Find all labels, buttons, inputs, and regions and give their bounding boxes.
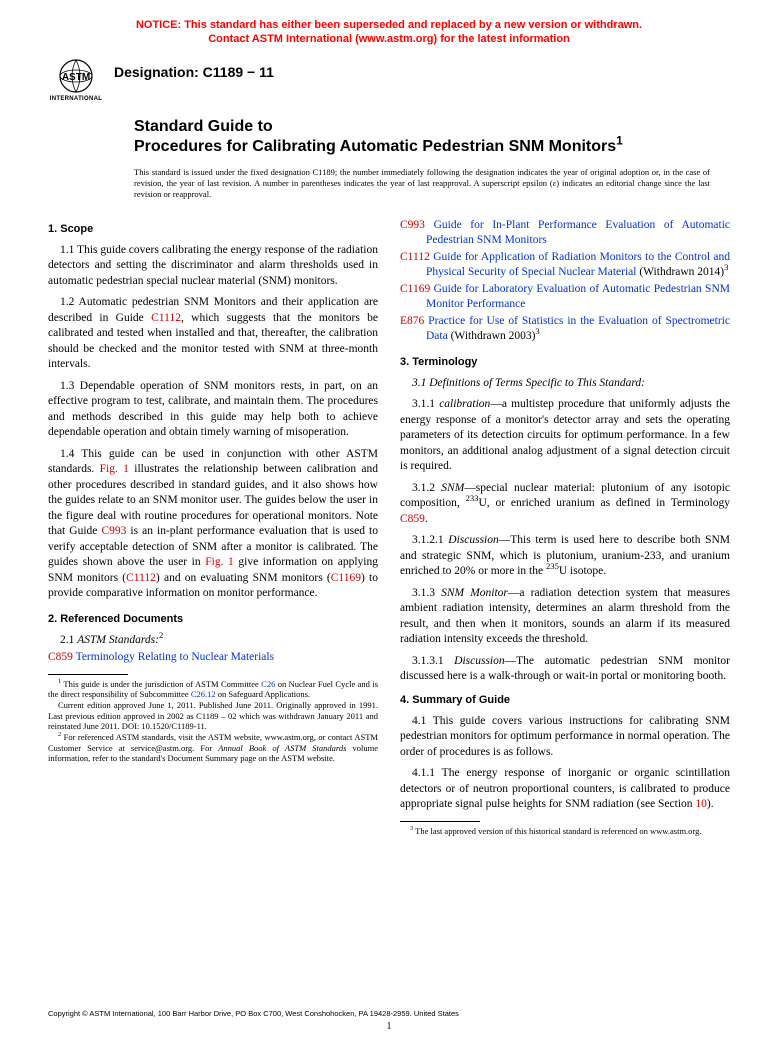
designation: Designation: C1189 − 11 xyxy=(114,57,274,82)
ref-code-c859[interactable]: C859 xyxy=(48,651,73,663)
para-3-1: 3.1 Definitions of Terms Specific to Thi… xyxy=(400,376,730,392)
ref-code-c1112[interactable]: C1112 xyxy=(400,251,430,263)
ref-c993: C993 Guide for In-Plant Performance Eval… xyxy=(400,218,730,249)
para-2-1: 2.1 ASTM Standards:2 xyxy=(48,633,378,649)
ref-code-c1169[interactable]: C1169 xyxy=(400,283,430,295)
footnote-1-cont: Current edition approved June 1, 2011. P… xyxy=(48,700,378,732)
link-c1169[interactable]: C1169 xyxy=(331,572,361,584)
ref-title-c1169[interactable]: Guide for Laboratory Evaluation of Autom… xyxy=(426,283,730,311)
page-number: 1 xyxy=(0,1020,778,1034)
left-column: 1. Scope 1.1 This guide covers calibrati… xyxy=(48,218,378,837)
para-3-1-1: 3.1.1 calibration—a multistep procedure … xyxy=(400,397,730,475)
footnote-1: 1 This guide is under the jurisdiction o… xyxy=(48,679,378,700)
supersede-notice: NOTICE: This standard has either been su… xyxy=(48,18,730,47)
ref-c859: C859 Terminology Relating to Nuclear Mat… xyxy=(48,650,378,666)
body-columns: 1. Scope 1.1 This guide covers calibrati… xyxy=(48,218,730,837)
link-fig1-b[interactable]: Fig. 1 xyxy=(205,556,234,568)
ref-title-c993[interactable]: Guide for In-Plant Performance Evaluatio… xyxy=(426,219,730,247)
ref-title-c859[interactable]: Terminology Relating to Nuclear Material… xyxy=(76,651,274,663)
link-c1112[interactable]: C1112 xyxy=(151,312,181,324)
header-row: ASTM INTERNATIONAL Designation: C1189 − … xyxy=(48,57,730,105)
para-3-1-2-1: 3.1.2.1 Discussion—This term is used her… xyxy=(400,533,730,580)
ref-code-c993[interactable]: C993 xyxy=(400,219,425,231)
para-1-4: 1.4 This guide can be used in conjunctio… xyxy=(48,447,378,602)
footnote-3: 3 The last approved version of this hist… xyxy=(400,826,730,837)
para-1-1: 1.1 This guide covers calibrating the en… xyxy=(48,243,378,290)
ref-c1169: C1169 Guide for Laboratory Evaluation of… xyxy=(400,282,730,313)
notice-line-1: NOTICE: This standard has either been su… xyxy=(136,19,642,31)
link-c26[interactable]: C26 xyxy=(261,679,275,689)
footnote-rule-left xyxy=(48,674,128,675)
notice-line-2: Contact ASTM International (www.astm.org… xyxy=(208,33,570,45)
right-column: C993 Guide for In-Plant Performance Eval… xyxy=(400,218,730,837)
link-c859-b[interactable]: C859 xyxy=(400,513,425,525)
link-fig1-a[interactable]: Fig. 1 xyxy=(100,463,129,475)
ref-e876: E876 Practice for Use of Statistics in t… xyxy=(400,314,730,345)
footnote-2: 2 For referenced ASTM standards, visit t… xyxy=(48,732,378,764)
title-main: Procedures for Calibrating Automatic Ped… xyxy=(134,137,730,157)
logo-caption: INTERNATIONAL xyxy=(50,95,102,103)
astm-logo: ASTM INTERNATIONAL xyxy=(48,57,104,105)
link-c26-12[interactable]: C26.12 xyxy=(191,689,216,699)
para-1-3: 1.3 Dependable operation of SNM monitors… xyxy=(48,379,378,441)
link-c993[interactable]: C993 xyxy=(101,525,126,537)
para-3-1-3-1: 3.1.3.1 Discussion—The automatic pedestr… xyxy=(400,654,730,685)
para-1-2: 1.2 Automatic pedestrian SNM Monitors an… xyxy=(48,295,378,373)
copyright-footer: Copyright © ASTM International, 100 Barr… xyxy=(48,1009,730,1019)
footnote-rule-right xyxy=(400,821,480,822)
title-block: Standard Guide to Procedures for Calibra… xyxy=(134,117,730,157)
title-kicker: Standard Guide to xyxy=(134,117,730,137)
para-4-1: 4.1 This guide covers various instructio… xyxy=(400,714,730,761)
scope-head: 1. Scope xyxy=(48,222,378,237)
ref-code-e876[interactable]: E876 xyxy=(400,315,424,327)
summary-head: 4. Summary of Guide xyxy=(400,693,730,708)
para-4-1-1: 4.1.1 The energy response of inorganic o… xyxy=(400,766,730,813)
issuance-note: This standard is issued under the fixed … xyxy=(134,167,710,200)
link-section-10[interactable]: 10 xyxy=(695,798,707,810)
link-c1112-b[interactable]: C1112 xyxy=(126,572,156,584)
ref-c1112: C1112 Guide for Application of Radiation… xyxy=(400,250,730,281)
para-3-1-3: 3.1.3 SNM Monitor—a radiation detection … xyxy=(400,586,730,648)
refdocs-head: 2. Referenced Documents xyxy=(48,612,378,627)
para-3-1-2: 3.1.2 SNM—special nuclear material: plut… xyxy=(400,481,730,528)
terminology-head: 3. Terminology xyxy=(400,355,730,370)
svg-text:ASTM: ASTM xyxy=(62,72,90,83)
